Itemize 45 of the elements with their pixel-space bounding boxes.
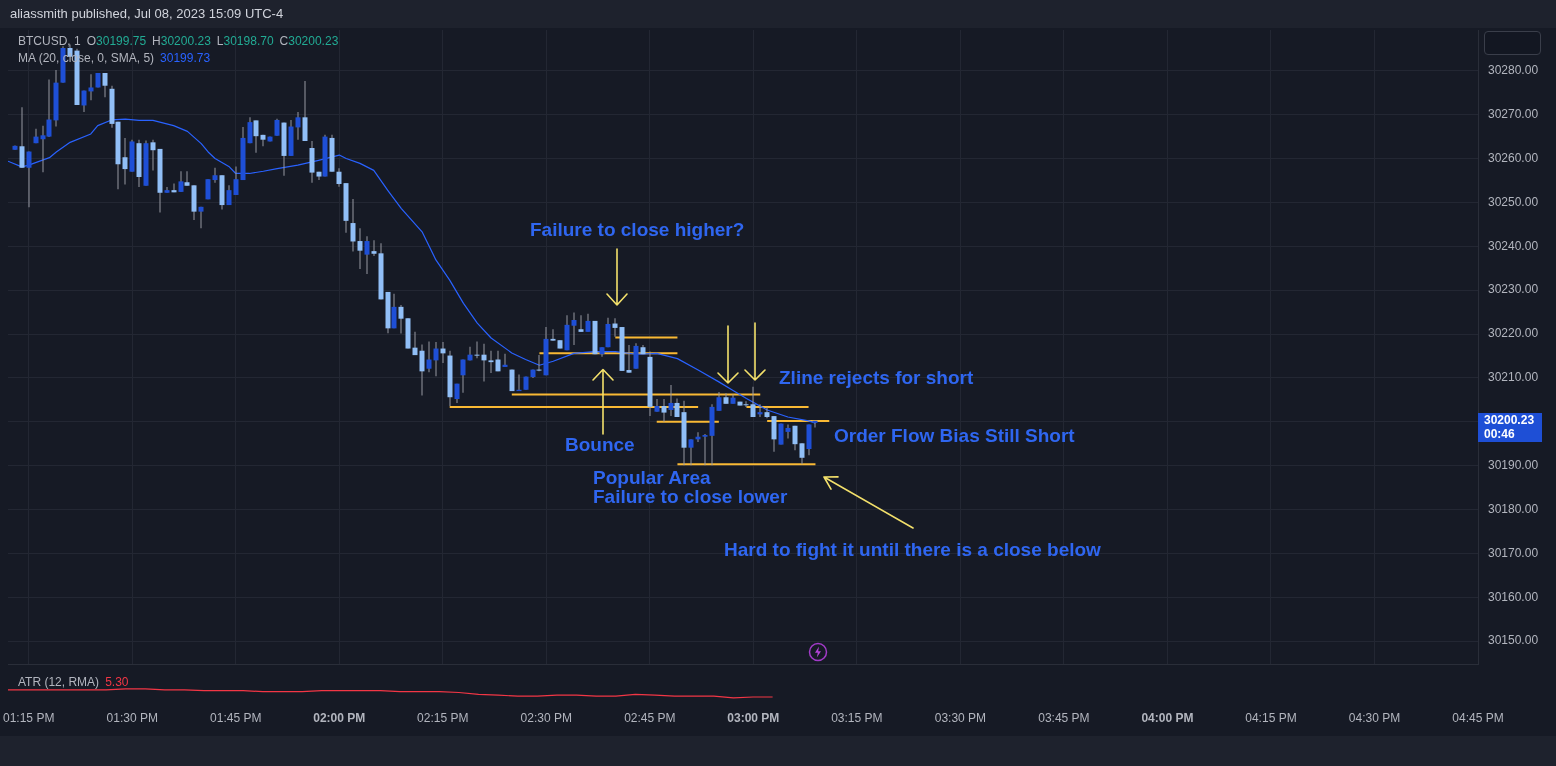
- y-tick-label: 30160.00: [1488, 589, 1539, 604]
- x-tick-label: 04:00 PM: [1141, 710, 1194, 725]
- text: aliassmith published, Jul 08, 2023 15:09 UTC-4: [10, 6, 284, 21]
- annotation: Failure to close higher?: [530, 219, 745, 241]
- y-tick-label: 30250.00: [1488, 194, 1539, 209]
- x-tick-label: 03:00 PM: [727, 710, 780, 725]
- x-tick-label: 04:30 PM: [1348, 710, 1401, 725]
- x-tick-label: 03:15 PM: [831, 710, 883, 725]
- x-tick-label: 02:45 PM: [624, 710, 676, 725]
- x-tick-label: 01:30 PM: [106, 710, 158, 725]
- annotation: Popular Area: [593, 467, 711, 489]
- x-tick-label: 04:15 PM: [1245, 710, 1297, 725]
- x-tick-label: 01:45 PM: [210, 710, 262, 725]
- annotation: Order Flow Bias Still Short: [834, 425, 1076, 447]
- y-tick-label: 30170.00: [1488, 545, 1539, 560]
- candlestick: [702, 434, 708, 466]
- y-tick-label: 30210.00: [1488, 370, 1539, 385]
- annotation: Hard to fight it until there is a close below: [724, 539, 1102, 561]
- x-tick-label: 03:45 PM: [1038, 710, 1090, 725]
- x-tick-label: 01:15 PM: [3, 710, 55, 725]
- y-tick-label: 30280.00: [1488, 63, 1539, 78]
- chart-title: BTCUSD, 1: [18, 34, 81, 48]
- x-tick-label: 04:45 PM: [1452, 710, 1504, 725]
- y-tick-label: 30180.00: [1488, 501, 1539, 516]
- x-tick-label: 02:00 PM: [313, 710, 366, 725]
- annotation: 30199.73: [160, 51, 211, 65]
- annotation: 5.30: [105, 675, 129, 689]
- candlestick: [536, 355, 542, 372]
- annotation: Zline rejects for short: [779, 367, 974, 389]
- text: 30200.23 00:46: [1484, 413, 1535, 442]
- y-tick-label: 30150.00: [1488, 633, 1539, 648]
- y-tick-label: 30230.00: [1488, 282, 1539, 297]
- chart-subtitle: O30199.75 H30200.23 L30198.70 C30200.23: [86, 34, 339, 48]
- y-tick-label: 30240.00: [1488, 238, 1539, 253]
- candlestick: [488, 350, 494, 374]
- x-tick-label: 02:30 PM: [520, 710, 572, 725]
- y-tick-label: 30220.00: [1488, 326, 1539, 341]
- x-tick-label: 02:15 PM: [417, 710, 469, 725]
- y-tick-label: 30270.00: [1488, 106, 1539, 121]
- y-tick-label: 30190.00: [1488, 458, 1539, 472]
- chart-title: ATR (12, RMA): [18, 675, 100, 689]
- y-tick-label: 30260.00: [1488, 150, 1539, 165]
- annotation: Bounce: [565, 434, 635, 456]
- candlestick: [550, 329, 556, 341]
- x-tick-label: 03:30 PM: [934, 710, 987, 725]
